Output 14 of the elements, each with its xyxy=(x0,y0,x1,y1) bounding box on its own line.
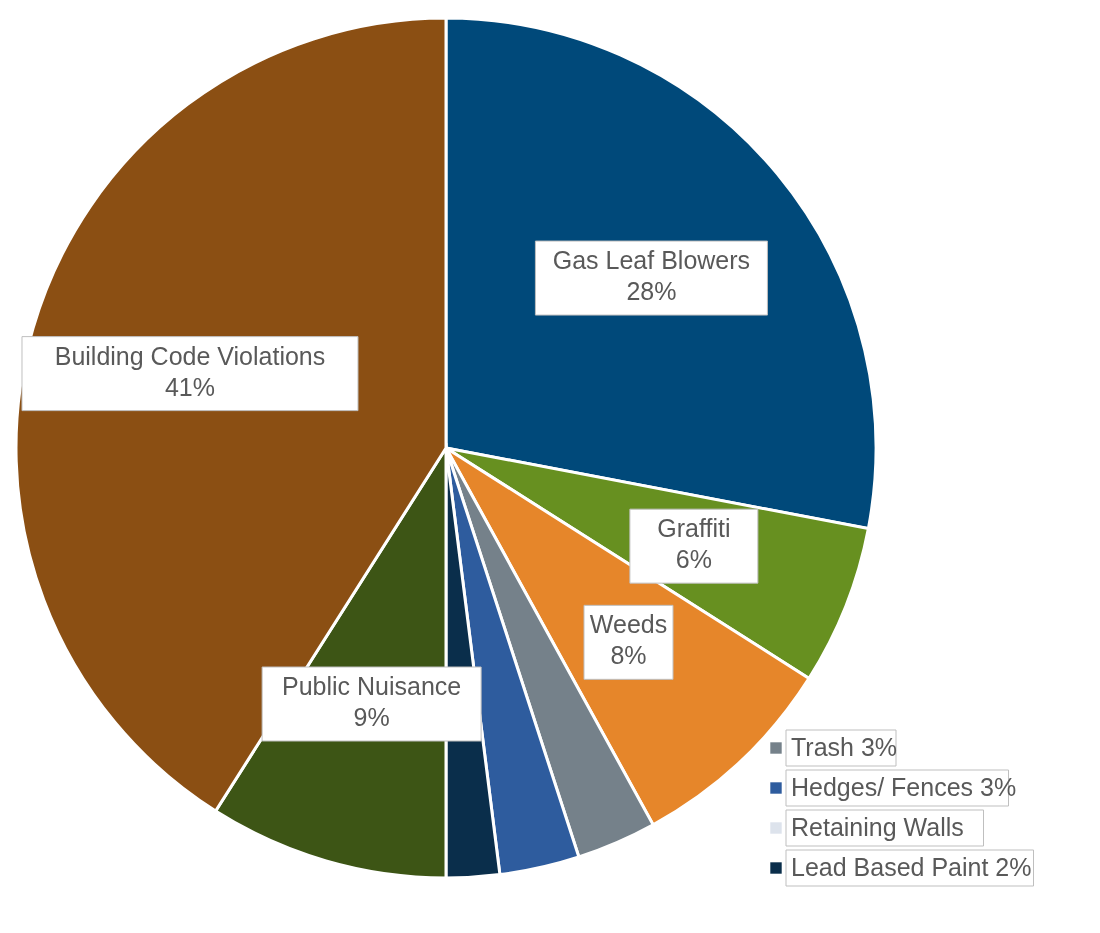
slice-label: Graffiti xyxy=(657,514,731,543)
legend-label: Lead Based Paint 2% xyxy=(791,853,1032,881)
slice-label: Gas Leaf Blowers xyxy=(552,246,751,275)
slice-label: Building Code Violations xyxy=(54,341,326,370)
slice-label: Public Nuisance xyxy=(281,672,462,701)
legend-label: Retaining Walls xyxy=(791,813,964,841)
legend-label: Hedges/ Fences 3% xyxy=(791,773,1017,801)
data-label: 28% xyxy=(626,277,677,306)
data-label: 6% xyxy=(675,545,712,574)
data-label: 9% xyxy=(353,703,390,732)
data-label: 8% xyxy=(610,641,647,670)
slice-label: Weeds xyxy=(589,610,668,639)
data-label: 41% xyxy=(164,372,216,401)
legend-label: Trash 3% xyxy=(791,733,898,761)
